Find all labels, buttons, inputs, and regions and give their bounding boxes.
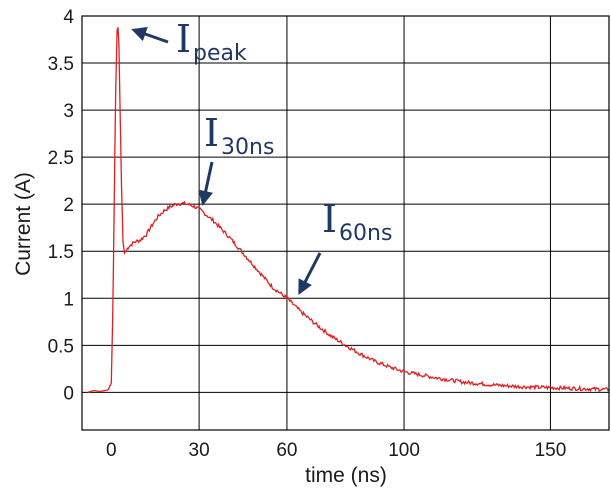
- x-axis-label: time (ns): [305, 464, 387, 487]
- annotation-arrow: [131, 27, 169, 44]
- plot-frame: [81, 15, 610, 431]
- y-tick-label: 4: [63, 7, 74, 28]
- y-tick-label: 2.5: [48, 148, 74, 169]
- annotation-subscript: peak: [193, 41, 247, 66]
- series-line: [87, 27, 609, 393]
- y-tick-label: 2: [63, 195, 74, 216]
- x-tick-label: 100: [388, 440, 420, 461]
- x-tick-label: 60: [276, 440, 297, 461]
- y-tick-label: 3: [63, 101, 74, 122]
- annotation-arrow: [198, 161, 214, 206]
- annotation-subscript: 60ns: [339, 221, 392, 246]
- y-tick-label: 1: [63, 289, 74, 310]
- y-tick-label: 1.5: [48, 242, 74, 263]
- x-tick-label: 0: [106, 440, 117, 461]
- annotation-arrow: [298, 252, 322, 295]
- y-axis-label: Current (A): [12, 172, 35, 276]
- y-tick-label: 3.5: [48, 54, 74, 75]
- y-tick-label: 0: [63, 383, 74, 404]
- y-tick-label: 0.5: [48, 336, 74, 357]
- x-tick-label: 150: [535, 440, 567, 461]
- tick-labels: 0 30 60 100 150 0 0.5 1 1.5 2 2.5 3 3.5 4: [48, 7, 567, 461]
- annotation-subscript: 30ns: [221, 135, 274, 160]
- series-group: [87, 27, 609, 393]
- x-tick-label: 30: [189, 440, 210, 461]
- plot-background: [82, 16, 609, 430]
